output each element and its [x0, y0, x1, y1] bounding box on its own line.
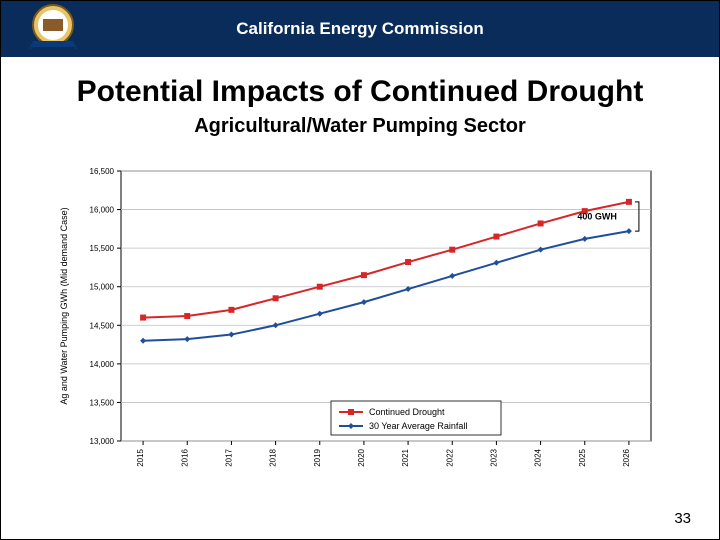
svg-text:400 GWH: 400 GWH: [577, 212, 617, 222]
svg-text:2016: 2016: [180, 448, 189, 466]
chart: 13,000 13,500 14,000 14,500 15,000 15,500 16,0…: [51, 161, 671, 501]
svg-text:2023: 2023: [489, 448, 498, 466]
header-org: California Energy Commission: [236, 19, 484, 39]
svg-text:2020: 2020: [357, 448, 366, 466]
svg-text:16,500: 16,500: [90, 167, 115, 176]
page-number: 33: [674, 510, 691, 527]
svg-text:2017: 2017: [224, 448, 233, 466]
page-subtitle: Agricultural/Water Pumping Sector: [1, 115, 719, 138]
svg-text:2015: 2015: [136, 448, 145, 466]
svg-text:2026: 2026: [622, 448, 631, 466]
svg-text:2022: 2022: [445, 448, 454, 466]
page-title: Potential Impacts of Continued Drought: [1, 75, 719, 109]
svg-text:14,000: 14,000: [90, 360, 115, 369]
svg-text:Continued Drought: Continued Drought: [369, 407, 445, 417]
chart-svg: 13,000 13,500 14,000 14,500 15,000 15,500 16,0…: [51, 161, 671, 501]
svg-text:14,500: 14,500: [90, 321, 115, 330]
svg-text:30 Year Average Rainfall: 30 Year Average Rainfall: [369, 421, 467, 431]
svg-text:2025: 2025: [578, 448, 587, 466]
svg-text:16,000: 16,000: [90, 206, 115, 215]
svg-text:13,000: 13,000: [90, 437, 115, 446]
svg-text:15,000: 15,000: [90, 283, 115, 292]
header-bar: California Energy Commission: [1, 1, 719, 57]
svg-text:2021: 2021: [401, 448, 410, 466]
state-seal-logo: [21, 3, 85, 59]
svg-text:13,500: 13,500: [90, 398, 115, 407]
svg-text:15,500: 15,500: [90, 244, 115, 253]
svg-text:2024: 2024: [534, 448, 543, 466]
svg-text:2019: 2019: [313, 448, 322, 466]
svg-text:Ag and Water Pumping GWh (Mid: Ag and Water Pumping GWh (Mid demand Cas…: [59, 207, 69, 404]
svg-text:2018: 2018: [269, 448, 278, 466]
